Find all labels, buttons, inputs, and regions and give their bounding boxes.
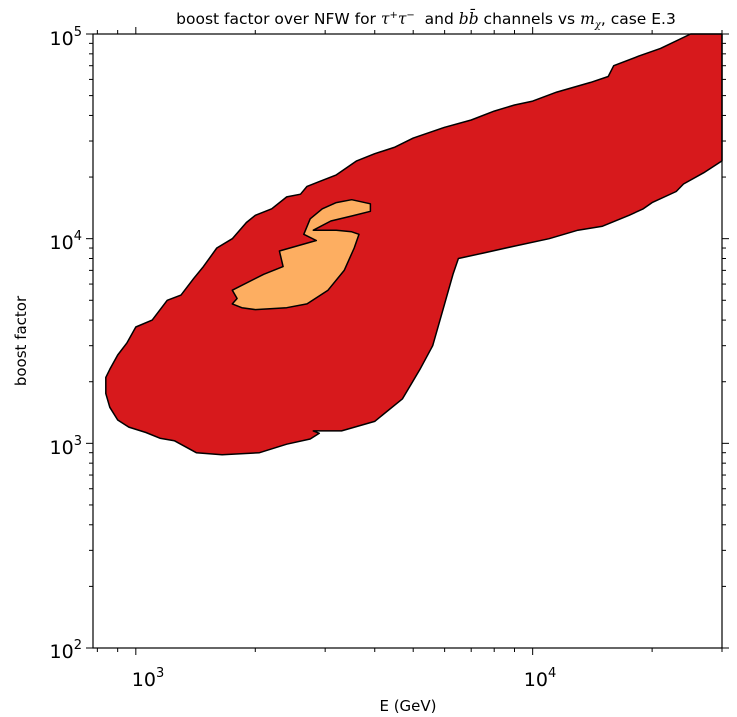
y-axis-title: boost factor — [12, 295, 30, 386]
y-tick-label-1e5: 105 — [50, 25, 82, 50]
contour-region-1 — [105, 33, 723, 456]
y-tick-label-1e2: 102 — [50, 638, 82, 663]
x-axis-title: E (GeV) — [379, 697, 436, 715]
axis-ticks — [86, 27, 729, 655]
x-tick-label-1e4: 104 — [524, 666, 556, 691]
y-tick-label-1e3: 103 — [50, 434, 82, 459]
contour-region-2 — [231, 198, 372, 311]
chart-title: boost factor over NFW for τ+τ− and bb̄ c… — [176, 10, 676, 31]
contour-regions — [105, 33, 723, 456]
plot-frame — [92, 33, 723, 649]
x-tick-label-1e3: 103 — [132, 666, 164, 691]
y-tick-label-1e4: 104 — [50, 229, 82, 254]
